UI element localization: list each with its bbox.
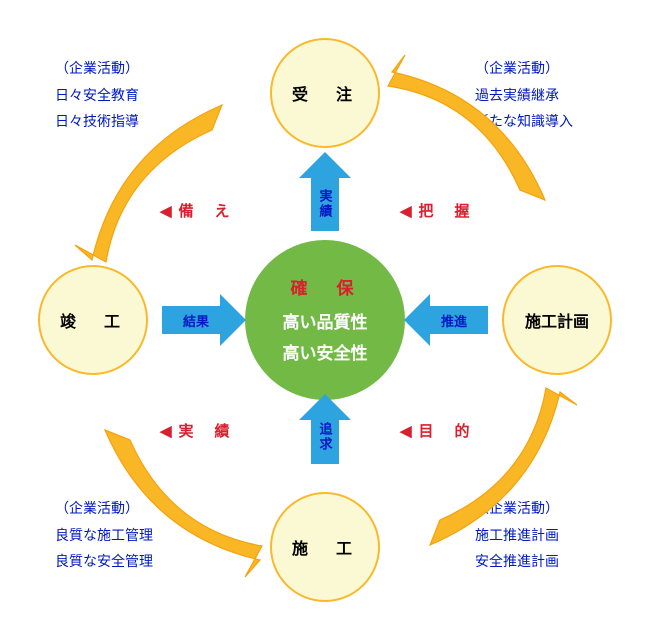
annotation-tr: （企業活動） 過去実績継承 新たな知識導入	[475, 55, 573, 135]
red-triangle-icon: ◀	[400, 203, 415, 220]
red-triangle-icon: ◀	[160, 423, 175, 440]
blue-arrow-bottom-label: 追求	[316, 422, 335, 452]
center-node: 確 保 高い品質性 高い安全性	[245, 240, 405, 400]
node-left-label: 竣 工	[60, 308, 126, 332]
center-label-line2: 高い安全性	[283, 339, 368, 364]
node-left: 竣 工	[38, 265, 148, 375]
node-bottom: 施 工	[270, 492, 380, 602]
node-top-label: 受 注	[292, 81, 358, 105]
red-triangle-icon: ◀	[160, 203, 175, 220]
annotation-br: （企業活動） 施工推進計画 安全推進計画	[475, 495, 559, 575]
red-label-br: ◀目 的	[400, 420, 473, 441]
center-label-top: 確 保	[291, 274, 360, 299]
node-right: 施工計画	[502, 265, 612, 375]
blue-arrow-right-label: 推進	[441, 311, 467, 330]
annotation-bl: （企業活動） 良質な施工管理 良質な安全管理	[55, 495, 153, 575]
red-label-tr: ◀把 握	[400, 200, 473, 221]
blue-arrow-top-label: 実績	[316, 189, 335, 219]
node-right-label: 施工計画	[525, 308, 589, 332]
node-top: 受 注	[270, 38, 380, 148]
node-bottom-label: 施 工	[292, 535, 358, 559]
annotation-tl: （企業活動） 日々安全教育 日々技術指導	[55, 55, 139, 135]
center-label-line1: 高い品質性	[283, 308, 368, 333]
red-label-bl: ◀実 績	[160, 420, 233, 441]
red-label-tl: ◀備 え	[160, 200, 233, 221]
red-triangle-icon: ◀	[400, 423, 415, 440]
blue-arrow-left-label: 結果	[183, 311, 209, 330]
